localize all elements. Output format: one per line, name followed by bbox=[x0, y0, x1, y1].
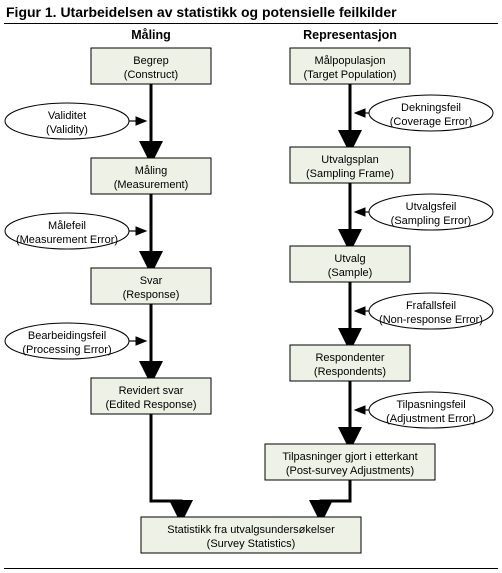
svg-text:Tilpasninger gjort i etterkant: Tilpasninger gjort i etterkant bbox=[282, 451, 417, 463]
edge-l4-final bbox=[151, 414, 181, 515]
svg-text:Respondenter: Respondenter bbox=[315, 352, 384, 364]
svg-text:Utvalgsplan: Utvalgsplan bbox=[321, 154, 378, 166]
svg-text:(Post-survey Adjustments): (Post-survey Adjustments) bbox=[286, 465, 414, 477]
svg-text:(Validity): (Validity) bbox=[46, 124, 88, 136]
figure-stage: Figur 1. Utarbeidelsen av statistikk og … bbox=[0, 0, 502, 573]
svg-text:Statistikk fra utvalgsundersøk: Statistikk fra utvalgsundersøkelser bbox=[167, 524, 335, 536]
svg-text:Validitet: Validitet bbox=[48, 110, 86, 122]
svg-text:(Sample): (Sample) bbox=[328, 267, 373, 279]
svg-text:Svar: Svar bbox=[140, 275, 163, 287]
svg-text:(Measurement): (Measurement) bbox=[114, 179, 189, 191]
svg-text:(Processing Error): (Processing Error) bbox=[22, 344, 111, 356]
svg-text:(Response): (Response) bbox=[123, 289, 180, 301]
svg-text:Målefeil: Målefeil bbox=[48, 220, 86, 232]
svg-text:Dekningsfeil: Dekningsfeil bbox=[401, 102, 461, 114]
svg-text:(Sampling Error): (Sampling Error) bbox=[391, 215, 472, 227]
svg-text:(Survey Statistics): (Survey Statistics) bbox=[207, 538, 296, 550]
svg-text:Revidert svar: Revidert svar bbox=[119, 385, 184, 397]
svg-text:Målpopulasjon: Målpopulasjon bbox=[315, 55, 386, 67]
svg-text:(Respondents): (Respondents) bbox=[314, 366, 386, 378]
svg-text:Frafallsfeil: Frafallsfeil bbox=[406, 300, 456, 312]
edge-r5-final bbox=[321, 480, 350, 515]
svg-text:(Non-response Error): (Non-response Error) bbox=[379, 314, 483, 326]
svg-text:(Edited Response): (Edited Response) bbox=[105, 399, 196, 411]
svg-text:Måling: Måling bbox=[135, 165, 167, 177]
flowchart-svg: Begrep (Construct) Måling (Measurement) Svar… bbox=[0, 0, 502, 573]
svg-text:(Sampling Frame): (Sampling Frame) bbox=[306, 168, 394, 180]
svg-text:Tilpasningsfeil: Tilpasningsfeil bbox=[396, 399, 465, 411]
svg-text:Bearbeidingsfeil: Bearbeidingsfeil bbox=[28, 330, 106, 342]
svg-text:(Measurement Error): (Measurement Error) bbox=[16, 234, 118, 246]
svg-text:Begrep: Begrep bbox=[133, 55, 168, 67]
svg-text:Utvalg: Utvalg bbox=[334, 253, 365, 265]
svg-text:Utvalgsfeil: Utvalgsfeil bbox=[406, 201, 457, 213]
svg-text:(Adjustment Error): (Adjustment Error) bbox=[386, 413, 476, 425]
svg-text:(Target Population): (Target Population) bbox=[304, 69, 397, 81]
svg-text:(Coverage Error): (Coverage Error) bbox=[390, 116, 473, 128]
svg-text:(Construct): (Construct) bbox=[124, 69, 178, 81]
